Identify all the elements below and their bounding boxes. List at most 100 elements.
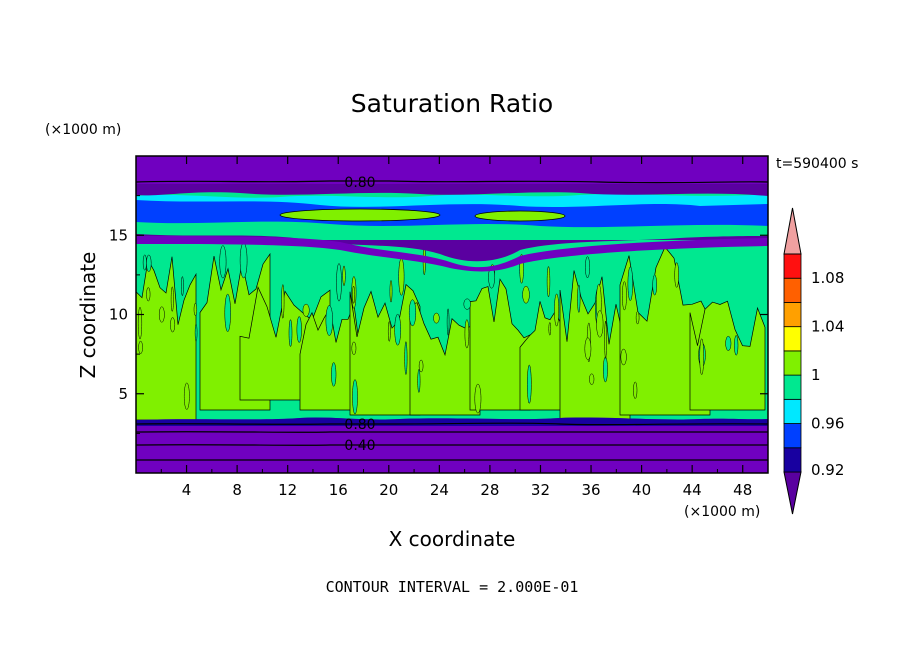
- convective-streak: [589, 373, 595, 385]
- colorbar-min-triangle: [783, 471, 802, 515]
- convective-streak: [146, 254, 152, 272]
- convective-streak: [146, 287, 151, 302]
- x-tick-label: 40: [632, 481, 651, 499]
- convective-streak: [734, 335, 739, 356]
- y-unit-label: (×1000 m): [45, 122, 121, 138]
- y-tick-label: 15: [109, 226, 128, 244]
- tropopause-core: [136, 236, 768, 272]
- colorbar-label: 0.96: [811, 415, 844, 433]
- convective-streak: [527, 364, 532, 404]
- x-axis-label: X coordinate: [389, 527, 516, 551]
- contour-line-080: [136, 422, 768, 426]
- supersat-patch: [469, 278, 531, 411]
- convective-streak: [674, 262, 679, 288]
- convective-streak: [546, 266, 551, 298]
- y-tick-label: 10: [109, 306, 128, 324]
- convective-streak: [633, 381, 638, 399]
- colorbar-label: 1.04: [811, 318, 844, 336]
- convective-streak: [603, 356, 608, 383]
- convective-streak: [193, 302, 198, 316]
- convective-streak: [302, 303, 310, 317]
- contour-label-top: 0.80: [344, 175, 375, 191]
- chart-title: Saturation Ratio: [351, 89, 553, 118]
- convective-streak: [281, 284, 285, 319]
- colorbar-label: 0.92: [811, 461, 844, 479]
- convective-streak: [548, 322, 552, 336]
- upper-green-band: [136, 221, 768, 236]
- supersat-patch: [136, 256, 197, 421]
- convective-streak: [446, 308, 450, 336]
- plot-area: [136, 156, 768, 473]
- supersat-patches: [136, 242, 766, 421]
- convective-streak: [158, 306, 165, 323]
- x-tick-label: 12: [278, 481, 297, 499]
- convective-streak: [224, 293, 231, 332]
- convective-streak: [336, 263, 342, 302]
- x-unit-label: (×1000 m): [684, 504, 760, 520]
- supersat-patch: [689, 300, 766, 411]
- upper-lens-2: [474, 210, 566, 222]
- convective-streak: [194, 323, 198, 342]
- convective-streak: [404, 341, 408, 375]
- convective-streak: [296, 316, 302, 343]
- upper-transition-band: [136, 184, 768, 196]
- convective-streak: [474, 383, 482, 414]
- colorbar-swatch: [783, 350, 802, 376]
- convective-streak: [620, 348, 627, 366]
- convective-streak: [463, 298, 471, 310]
- colorbar-swatch: [783, 253, 802, 279]
- convective-streak: [342, 265, 346, 286]
- convective-streak: [387, 321, 391, 342]
- convective-streak: [433, 312, 440, 324]
- colorbar-swatch: [783, 398, 802, 424]
- convective-streak: [352, 285, 355, 304]
- colorbar-swatch: [783, 374, 802, 400]
- convective-streak: [635, 311, 640, 325]
- convective-streak: [239, 242, 248, 279]
- x-tick-label: 28: [480, 481, 499, 499]
- convective-streak: [585, 256, 590, 278]
- x-tick-label: 24: [430, 481, 449, 499]
- colorbar-swatch: [783, 447, 802, 473]
- convective-streak: [170, 286, 174, 312]
- convective-streak: [584, 337, 592, 360]
- convective-streak: [418, 359, 424, 373]
- convective-streak: [725, 335, 732, 351]
- convective-streak: [219, 245, 227, 279]
- colorbar-swatch: [783, 326, 802, 352]
- convective-streak: [522, 285, 530, 304]
- contour-line-top: [136, 180, 768, 184]
- convective-streak: [554, 293, 560, 327]
- contour-line-040: [136, 444, 768, 446]
- convective-streak: [183, 382, 190, 410]
- convective-streak: [417, 369, 421, 393]
- x-tick-label: 32: [531, 481, 550, 499]
- convective-streak: [137, 306, 143, 340]
- convective-streak: [652, 274, 657, 296]
- colorbar-swatch: [783, 423, 802, 449]
- tropopause-band: [136, 234, 768, 262]
- convective-streak: [352, 379, 358, 415]
- x-tick-label: 48: [733, 481, 752, 499]
- y-axis: 5 10 15: [109, 195, 768, 434]
- x-tick-label: 20: [379, 481, 398, 499]
- x-tick-label: 8: [232, 481, 242, 499]
- colorbar-label: 1.08: [811, 269, 844, 287]
- convective-streak: [622, 281, 627, 311]
- convective-streak: [389, 280, 393, 303]
- convective-streak: [181, 276, 184, 296]
- contour-label-mid: 0.80: [344, 417, 375, 433]
- colorbar-swatch: [783, 277, 802, 303]
- convective-streak: [394, 313, 401, 346]
- supersat-patch: [349, 283, 421, 416]
- convective-streak: [464, 319, 470, 349]
- x-axis: 4 8 12 16 20 24 28 32 36 40 44 48: [160, 156, 752, 499]
- colorbar-label: 1: [811, 366, 821, 384]
- convective-streak: [138, 340, 143, 354]
- convective-streak: [398, 258, 405, 296]
- colorbar-swatch: [783, 302, 802, 328]
- x-tick-label: 44: [683, 481, 702, 499]
- x-tick-label: 4: [182, 481, 192, 499]
- convective-streak: [577, 284, 581, 313]
- contour-label-low: 0.40: [344, 438, 375, 454]
